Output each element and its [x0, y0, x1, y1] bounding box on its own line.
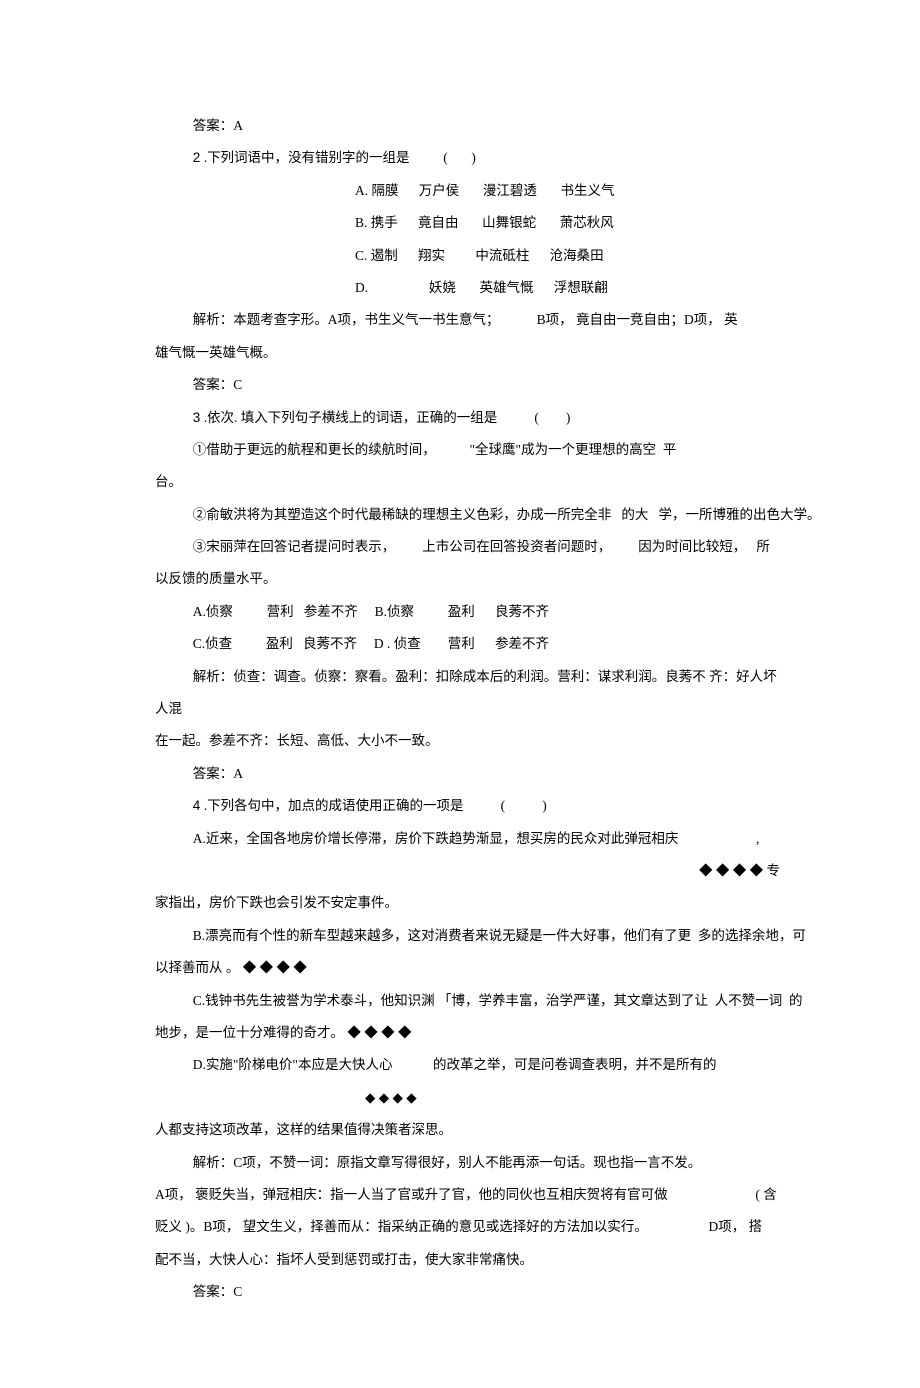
answer-a: 答案：A: [155, 110, 790, 142]
q4-analysis-line2: A项， 褒贬失当，弹冠相庆：指一人当了官或升了官，他的同伙也互相庆贺将有官可做 …: [155, 1179, 790, 1211]
q4-option-c-line1: C.钱钟书先生被誉为学术泰斗，他知识渊 「博，学养丰富，治学严谨，其文章达到了让…: [155, 985, 790, 1017]
answer-c: 答案：C: [155, 369, 790, 401]
answer-c-2: 答案：C: [155, 1276, 790, 1308]
q4-analysis-line4: 配不当，大快人心：指坏人受到惩罚或打击，使大家非常痛快。: [155, 1244, 790, 1276]
q3-options-cd: C.侦查 盈利 良莠不齐 D . 侦查 营利 参差不齐: [155, 628, 790, 660]
q4-analysis-line1: 解析：C项，不赞一词：原指文章写得很好，别人不能再添一句话。现也指一言不发。: [155, 1147, 790, 1179]
q2-analysis-line1: 解析：本题考查字形。A项，书生义气一书生意气； B项， 竟自由一竞自由；D项， …: [155, 304, 790, 336]
question-3: 3 .依次. 填入下列句子横线上的词语，正确的一组是 ( ): [155, 402, 790, 434]
q2-option-b: B. 携手 竟自由 山舞银蛇 萧芯秋风: [155, 207, 790, 239]
q2-option-a: A. 隔膜 万户侯 漫江碧透 书生义气: [155, 175, 790, 207]
q3-sentence3-a: ③宋丽萍在回答记者提问时表示， 上市公司在回答投资者问题时， 因为时间比较短， …: [155, 531, 790, 563]
q4-analysis-line3: 贬义 )。B项， 望文生义，择善而从：指采纳正确的意见或选择好的方法加以实行。 …: [155, 1211, 790, 1243]
q3-options-ab: A.侦察 营利 参差不齐 B.侦察 盈利 良莠不齐: [155, 596, 790, 628]
q2-analysis-line2: 雄气慨一英雄气概。: [155, 337, 790, 369]
q4-option-d-dots: ◆ ◆ ◆ ◆: [155, 1082, 790, 1114]
q4-option-d-line3: 人都支持这项改革，这样的结果值得决策者深思。: [155, 1114, 790, 1146]
q3-analysis-line1: 解析：侦查：调查。侦察：察看。盈利：扣除成本后的利润。营利：谋求利润。良莠不 齐…: [155, 661, 790, 726]
q4-option-b-line2: 以择善而从 。 ◆ ◆ ◆ ◆: [155, 952, 790, 984]
q4-option-b-line1: B.漂亮而有个性的新车型越来越多，这对消费者来说无疑是一件大好事，他们有了更 多…: [155, 920, 790, 952]
question-2: 2 .下列词语中，没有错别字的一组是 ( ): [155, 142, 790, 174]
q3-sentence1-b: 台。: [155, 466, 790, 498]
question-4: 4 .下列各句中，加点的成语使用正确的一项是 ( ): [155, 790, 790, 822]
document-page: 答案：A 2 .下列词语中，没有错别字的一组是 ( ) A. 隔膜 万户侯 漫江…: [0, 0, 920, 1388]
q4-option-d-line1: D.实施"阶梯电价"本应是大快人心 的改革之举，可是问卷调查表明，并不是所有的: [155, 1049, 790, 1081]
q3-sentence2: ②俞敏洪将为其塑造这个时代最稀缺的理想主义色彩，办成一所完全非 的大 学，一所博…: [155, 499, 790, 531]
q3-sentence3-b: 以反馈的质量水平。: [155, 563, 790, 595]
q4-option-a-dots: ◆ ◆ ◆ ◆ 专: [155, 855, 790, 887]
q3-analysis-line2: 在一起。参差不齐：长短、高低、大小不一致。: [155, 725, 790, 757]
q4-option-a-line1: A.近来，全国各地房价增长停滞，房价下跌趋势渐显，想买房的民众对此弹冠相庆 ,: [155, 823, 790, 855]
q4-option-c-line2: 地步，是一位十分难得的奇才。 ◆ ◆ ◆ ◆: [155, 1017, 790, 1049]
q3-sentence1-a: ①借助于更远的航程和更长的续航时间， "全球鹰"成为一个更理想的高空 平: [155, 434, 790, 466]
q4-option-a-line3: 家指出，房价下跌也会引发不安定事件。: [155, 887, 790, 919]
q2-option-c: C. 遏制 翔实 中流砥柱 沧海桑田: [155, 240, 790, 272]
q2-option-d: D. 妖娆 英雄气慨 浮想联翩: [155, 272, 790, 304]
answer-a-2: 答案：A: [155, 758, 790, 790]
